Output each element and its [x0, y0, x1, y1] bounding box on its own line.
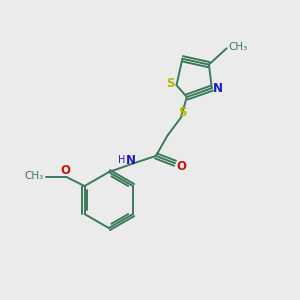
Text: S: S — [178, 106, 187, 119]
Text: CH₃: CH₃ — [25, 171, 44, 181]
Text: H: H — [118, 155, 125, 165]
Text: O: O — [176, 160, 187, 173]
Text: N: N — [126, 154, 136, 167]
Text: N: N — [213, 82, 223, 95]
Text: S: S — [166, 77, 174, 90]
Text: CH₃: CH₃ — [228, 42, 248, 52]
Text: O: O — [60, 164, 70, 177]
